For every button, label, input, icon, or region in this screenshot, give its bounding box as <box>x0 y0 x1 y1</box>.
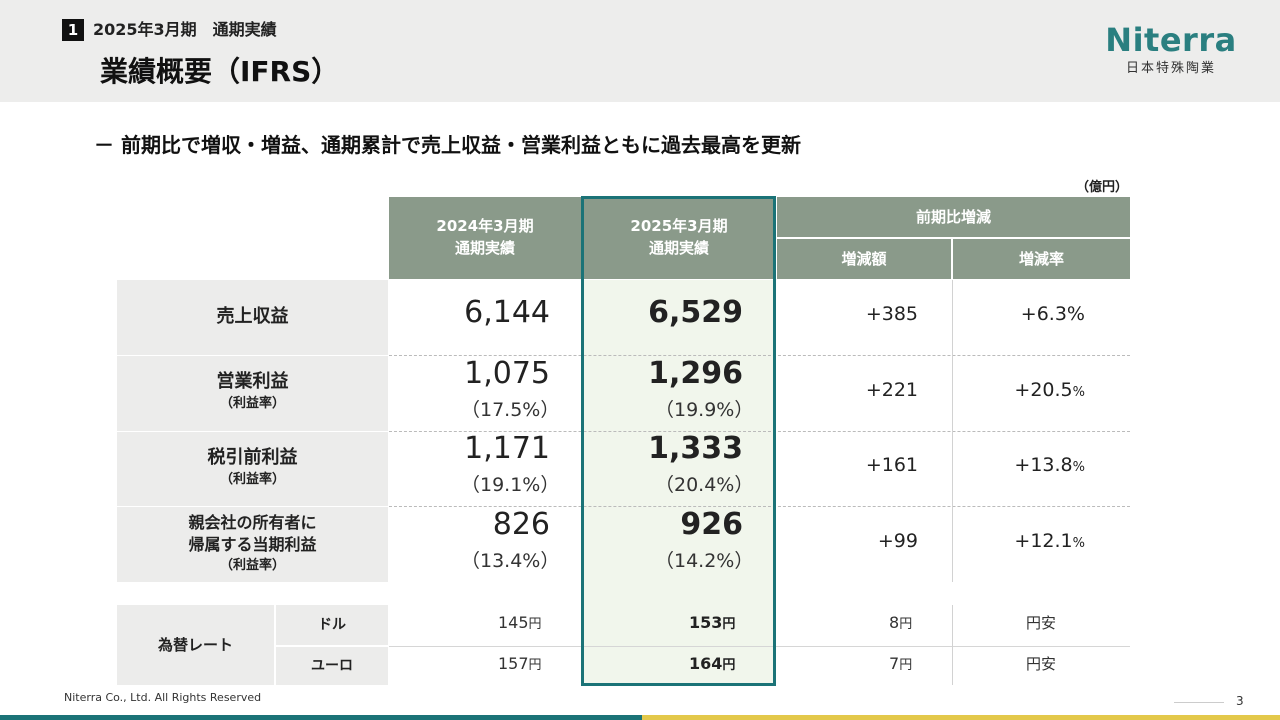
change-rate-value: +13.8 <box>1014 454 1073 476</box>
column-divider <box>952 280 953 582</box>
row-label-pretax-profit: 税引前利益 （利益率） <box>117 432 388 506</box>
value-prev: 1,075 <box>464 356 550 391</box>
row-separator <box>389 506 1130 507</box>
page-number: 3 <box>1236 694 1244 708</box>
company-logo: Niterra 日本特殊陶業 <box>1096 22 1246 78</box>
row-label-net-profit: 親会社の所有者に 帰属する当期利益 （利益率） <box>117 507 388 582</box>
column-header-change-amount: 増減額 <box>777 239 951 279</box>
headline: － 前期比で増収・増益、通期累計で売上収益・営業利益ともに過去最高を更新 <box>94 133 801 157</box>
fx-unit: 円 <box>528 617 542 632</box>
fx-label: 為替レート <box>117 605 274 685</box>
row-label-text-line2: 帰属する当期利益 <box>188 535 317 554</box>
value-prev: 826 <box>492 507 550 542</box>
section-label: 2025年3月期 通期実績 <box>93 20 277 39</box>
value-prev: 6,144 <box>464 295 550 330</box>
change-rate: +13.8% <box>965 453 1085 480</box>
column-header-change-group: 前期比増減 <box>777 197 1130 237</box>
current-year-frame <box>581 196 776 686</box>
change-amount: +385 <box>865 303 918 325</box>
value-curr: 1,296 <box>648 356 743 391</box>
margin-prev: （13.4%） <box>461 550 560 572</box>
fx-unit: 円 <box>722 658 736 673</box>
row-separator <box>389 355 1130 356</box>
fx-eur-note: 円安 <box>1026 655 1057 673</box>
margin-curr: （14.2%） <box>655 550 754 572</box>
fx-eur-prev: 157円 <box>498 654 542 676</box>
row-label-revenue: 売上収益 <box>117 280 388 355</box>
fx-value: 153 <box>689 613 723 632</box>
change-amount: +99 <box>877 530 918 552</box>
row-label-operating-profit: 営業利益 （利益率） <box>117 356 388 431</box>
column-header-prev: 2024年3月期 通期実績 <box>389 197 581 279</box>
fx-unit: 円 <box>722 617 736 632</box>
fx-value: 145 <box>498 613 529 632</box>
column-header-change-rate: 増減率 <box>953 239 1130 279</box>
fx-currency-usd: ドル <box>276 605 388 645</box>
value-curr: 6,529 <box>648 295 743 330</box>
fx-usd-prev: 145円 <box>498 613 542 635</box>
column-header-curr: 2025年3月期 通期実績 <box>583 197 775 279</box>
fx-usd-curr: 153円 <box>689 613 735 635</box>
change-rate-value: +12.1 <box>1014 530 1073 552</box>
value-curr: 926 <box>680 507 743 542</box>
row-label-sub: （利益率） <box>219 558 285 573</box>
margin-prev: （19.1%） <box>461 474 560 496</box>
row-label-text-line1: 親会社の所有者に <box>188 513 317 532</box>
column-header-prev-line2: 通期実績 <box>454 239 515 257</box>
row-label-sub: （利益率） <box>219 396 285 411</box>
change-rate-unit: % <box>1072 385 1085 400</box>
fx-value: 157 <box>498 654 529 673</box>
header-band <box>0 0 1280 102</box>
fx-unit: 円 <box>899 658 913 673</box>
fx-unit: 円 <box>899 617 913 632</box>
fx-column-divider <box>952 605 953 685</box>
change-rate: +6.3% <box>985 302 1085 326</box>
change-rate-unit: % <box>1072 536 1085 551</box>
row-label-text: 売上収益 <box>216 306 289 327</box>
fx-unit: 円 <box>528 658 542 673</box>
footer-bar-teal <box>0 715 642 720</box>
value-prev: 1,171 <box>464 431 550 466</box>
current-year-highlight <box>582 280 774 684</box>
change-rate: +12.1% <box>965 529 1085 556</box>
row-separator <box>389 431 1130 432</box>
logo-subtitle: 日本特殊陶業 <box>1125 61 1216 76</box>
copyright-footer: Niterra Co., Ltd. All Rights Reserved <box>64 691 262 704</box>
fx-eur-diff: 7円 <box>889 654 912 676</box>
footer-bar-yellow <box>642 715 1280 720</box>
change-amount: +221 <box>865 379 918 401</box>
fx-value: 8 <box>889 613 900 632</box>
fx-usd-note: 円安 <box>1026 614 1057 632</box>
row-label-sub: （利益率） <box>219 472 285 487</box>
section-number-badge: 1 <box>62 19 84 41</box>
row-label-text: 営業利益 <box>216 371 289 392</box>
unit-label: （億円） <box>1076 180 1129 195</box>
change-rate-unit: % <box>1072 460 1085 475</box>
fx-value: 7 <box>889 654 900 673</box>
fx-row-separator <box>389 646 1130 647</box>
column-header-curr-line1: 2025年3月期 <box>630 217 728 235</box>
fx-value: 164 <box>689 654 723 673</box>
logo-wordmark: Niterra <box>1105 21 1237 59</box>
change-rate-value: +6.3% <box>1020 303 1085 325</box>
margin-curr: （20.4%） <box>655 474 754 496</box>
margin-prev: （17.5%） <box>461 399 560 421</box>
page-number-rule <box>1174 702 1224 703</box>
change-rate: +20.5% <box>965 378 1085 405</box>
margin-curr: （19.9%） <box>655 399 754 421</box>
fx-usd-diff: 8円 <box>889 613 912 635</box>
column-header-curr-line2: 通期実績 <box>648 239 709 257</box>
column-header-prev-line1: 2024年3月期 <box>436 217 534 235</box>
page-title: 業績概要（IFRS） <box>100 55 340 88</box>
value-curr: 1,333 <box>648 431 743 466</box>
fx-currency-eur: ユーロ <box>276 647 388 685</box>
change-rate-value: +20.5 <box>1014 379 1073 401</box>
change-amount: +161 <box>865 454 918 476</box>
row-label-text: 税引前利益 <box>207 447 298 468</box>
fx-eur-curr: 164円 <box>689 654 735 676</box>
